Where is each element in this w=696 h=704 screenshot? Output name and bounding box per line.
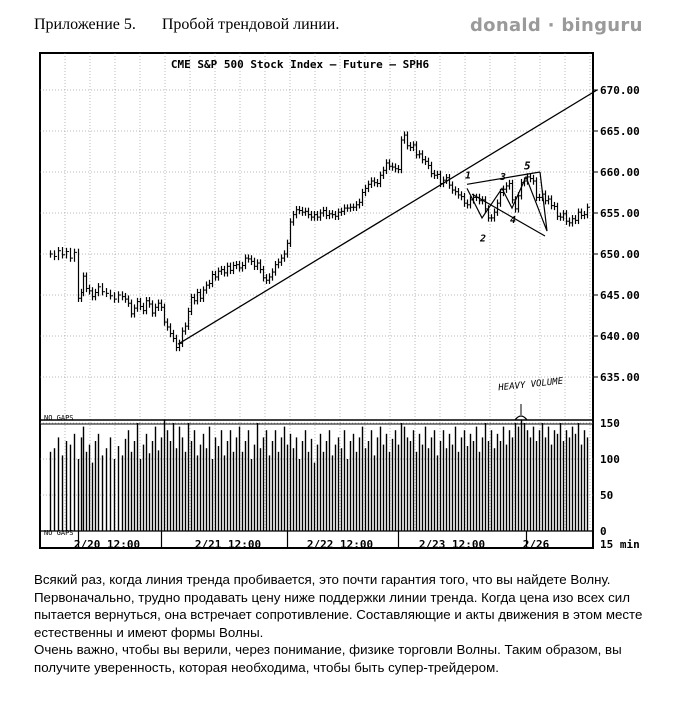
volume-tick-label: 100 bbox=[600, 453, 620, 466]
volume-tick-label: 0 bbox=[600, 525, 607, 538]
paragraph-1: Всякий раз, когда линия тренда пробивает… bbox=[34, 572, 643, 640]
x-tick-label: 2/21 12:00 bbox=[195, 538, 261, 551]
x-tick-label: 2/26 bbox=[523, 538, 550, 551]
chart-grid bbox=[40, 53, 593, 532]
wave-zigzag bbox=[466, 171, 548, 232]
body-text: Всякий раз, когда линия тренда пробивает… bbox=[34, 571, 674, 676]
price-tick-label: 635.00 bbox=[600, 371, 640, 384]
appendix-label: Приложение 5. bbox=[34, 16, 136, 33]
brand-watermark: donald · binguru bbox=[470, 15, 643, 36]
no-gaps-label-bottom: NO GAPS bbox=[44, 529, 74, 537]
x-tick-label: 2/20 12:00 bbox=[74, 538, 140, 551]
chart-title: CME S&P 500 Stock Index – Future — SPH6 bbox=[171, 58, 430, 71]
paragraph-2: Очень важно, чтобы вы верили, через пони… bbox=[34, 642, 622, 675]
no-gaps-label-top: NO GAPS bbox=[44, 414, 74, 422]
x-tick-label: 2/23 12:00 bbox=[419, 538, 485, 551]
wave-upper-line bbox=[466, 171, 541, 185]
wave-lower-line bbox=[471, 193, 546, 237]
price-tick-label: 660.00 bbox=[600, 166, 640, 179]
wave-label-4: 4 bbox=[510, 215, 516, 226]
wave-label-5: 5 bbox=[524, 160, 531, 173]
price-tick-label: 665.00 bbox=[600, 125, 640, 138]
annotation-arc bbox=[514, 415, 528, 421]
volume-tick-label: 150 bbox=[600, 417, 620, 430]
price-tick-label: 645.00 bbox=[600, 289, 640, 302]
price-tick-label: 655.00 bbox=[600, 207, 640, 220]
axis-ticks: 670.00 665.00 660.00 655.00 650.00 645.00 640.… bbox=[74, 84, 640, 551]
interval-label: 15 min bbox=[600, 538, 640, 551]
price-tick-label: 650.00 bbox=[600, 248, 640, 261]
wave-label-2: 2 bbox=[479, 234, 486, 245]
price-tick-label: 670.00 bbox=[600, 84, 640, 97]
wave-label-3: 3 bbox=[499, 172, 506, 183]
header: Приложение 5. Пробой трендовой линии. bbox=[34, 16, 339, 34]
wave-label-1: 1 bbox=[465, 171, 471, 182]
chart-svg: 670.00 665.00 660.00 655.00 650.00 645.00 640.… bbox=[39, 52, 640, 551]
wave-lines bbox=[466, 171, 548, 237]
price-bars bbox=[49, 131, 590, 352]
x-tick-label: 2/22 12:00 bbox=[307, 538, 373, 551]
price-tick-label: 640.00 bbox=[600, 330, 640, 343]
volume-tick-label: 50 bbox=[600, 489, 613, 502]
page-title: Пробой трендовой линии. bbox=[161, 16, 340, 33]
trendline bbox=[177, 89, 598, 345]
volume-bars bbox=[49, 419, 589, 531]
price-chart: 670.00 665.00 660.00 655.00 650.00 645.00 640.… bbox=[0, 40, 696, 560]
